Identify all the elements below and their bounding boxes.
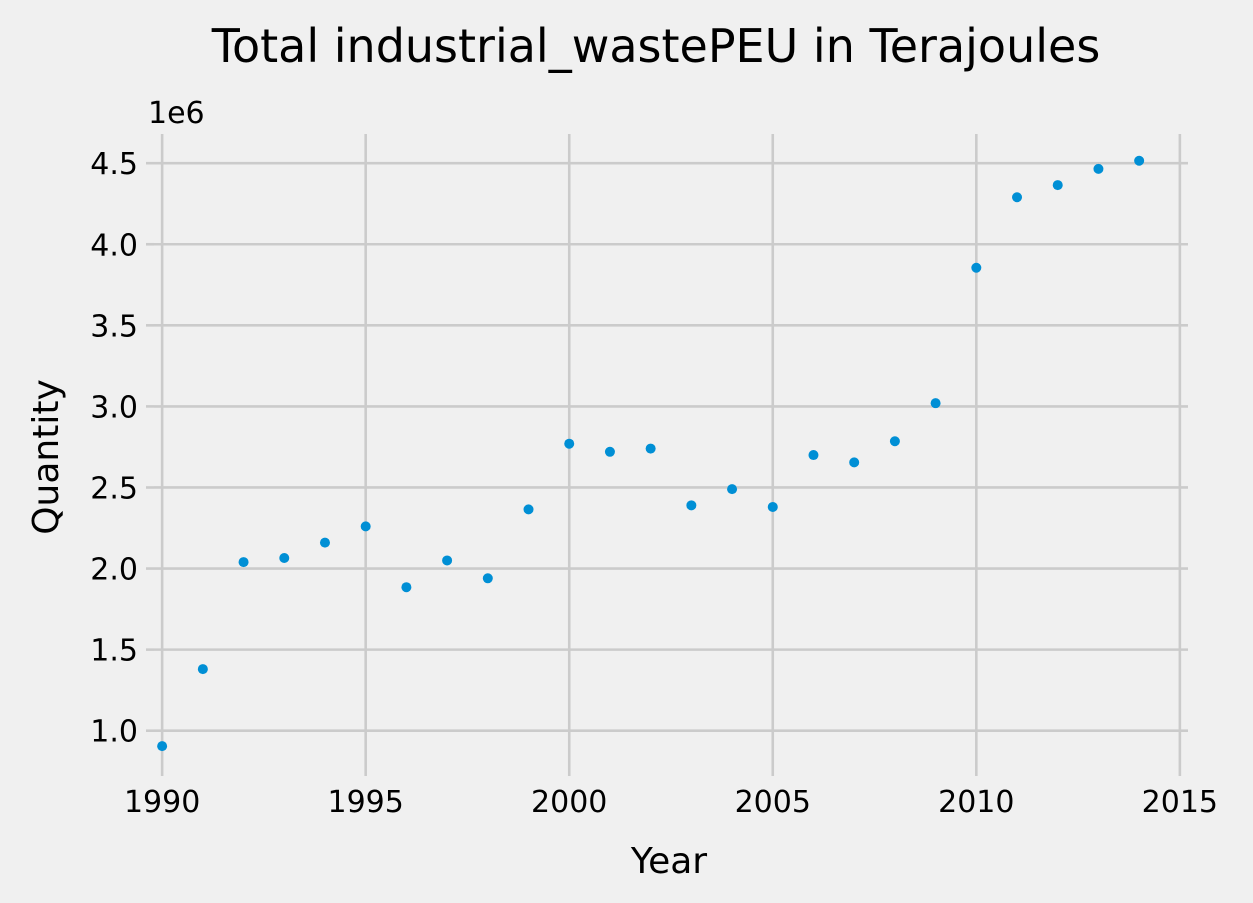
x-tick-label-1995: 1995 bbox=[328, 785, 404, 820]
y-tick-label-4.0: 4.0 bbox=[90, 228, 138, 263]
y-tick-label-1.5: 1.5 bbox=[90, 634, 138, 669]
data-point-2008 bbox=[889, 436, 900, 447]
y-tick-label-1.0: 1.0 bbox=[90, 715, 138, 750]
x-axis-ticks: 1990 1995 2000 2005 2010 2015 bbox=[124, 768, 1218, 820]
data-point-1993 bbox=[279, 553, 290, 564]
data-point-2007 bbox=[849, 457, 860, 468]
data-point-2002 bbox=[645, 443, 656, 454]
data-point-2003 bbox=[686, 500, 697, 511]
grid bbox=[154, 134, 1188, 768]
data-point-1991 bbox=[197, 664, 208, 675]
chart-title: Total industrial_wastePEU in Terajoules bbox=[211, 19, 1101, 73]
data-point-2004 bbox=[727, 484, 738, 495]
data-point-2000 bbox=[564, 438, 575, 449]
data-point-2013 bbox=[1093, 163, 1104, 174]
x-axis-label: Year bbox=[630, 841, 707, 882]
x-tick-label-2010: 2010 bbox=[938, 785, 1014, 820]
data-point-1994 bbox=[319, 537, 330, 548]
data-point-1999 bbox=[523, 504, 534, 515]
y-tick-label-4.5: 4.5 bbox=[90, 147, 138, 182]
data-point-2010 bbox=[971, 262, 982, 273]
data-point-1992 bbox=[238, 557, 249, 568]
data-point-2011 bbox=[1012, 192, 1023, 203]
data-point-2009 bbox=[930, 398, 941, 409]
data-point-1995 bbox=[360, 521, 371, 532]
y-axis-label: Quantity bbox=[26, 379, 67, 535]
data-point-2005 bbox=[767, 501, 778, 512]
x-tick-label-2015: 2015 bbox=[1142, 785, 1218, 820]
data-point-1996 bbox=[401, 582, 412, 593]
y-axis-ticks: 1.0 1.5 2.0 2.5 3.0 3.5 4.0 4.5 bbox=[90, 147, 154, 750]
x-tick-label-2000: 2000 bbox=[531, 785, 607, 820]
data-point-2006 bbox=[808, 450, 819, 461]
y-tick-label-2.0: 2.0 bbox=[90, 553, 138, 588]
y-tick-label-2.5: 2.5 bbox=[90, 471, 138, 506]
x-tick-label-2005: 2005 bbox=[735, 785, 811, 820]
x-tick-label-1990: 1990 bbox=[124, 785, 200, 820]
data-point-2001 bbox=[604, 446, 615, 457]
data-point-2014 bbox=[1134, 155, 1145, 166]
data-points bbox=[157, 155, 1145, 752]
data-point-1997 bbox=[442, 555, 453, 566]
y-tick-label-3.5: 3.5 bbox=[90, 309, 138, 344]
data-point-2012 bbox=[1052, 180, 1063, 191]
data-point-1998 bbox=[482, 573, 493, 584]
data-point-1990 bbox=[157, 741, 168, 752]
y-axis-offset-label: 1e6 bbox=[148, 96, 205, 131]
y-tick-label-3.0: 3.0 bbox=[90, 390, 138, 425]
